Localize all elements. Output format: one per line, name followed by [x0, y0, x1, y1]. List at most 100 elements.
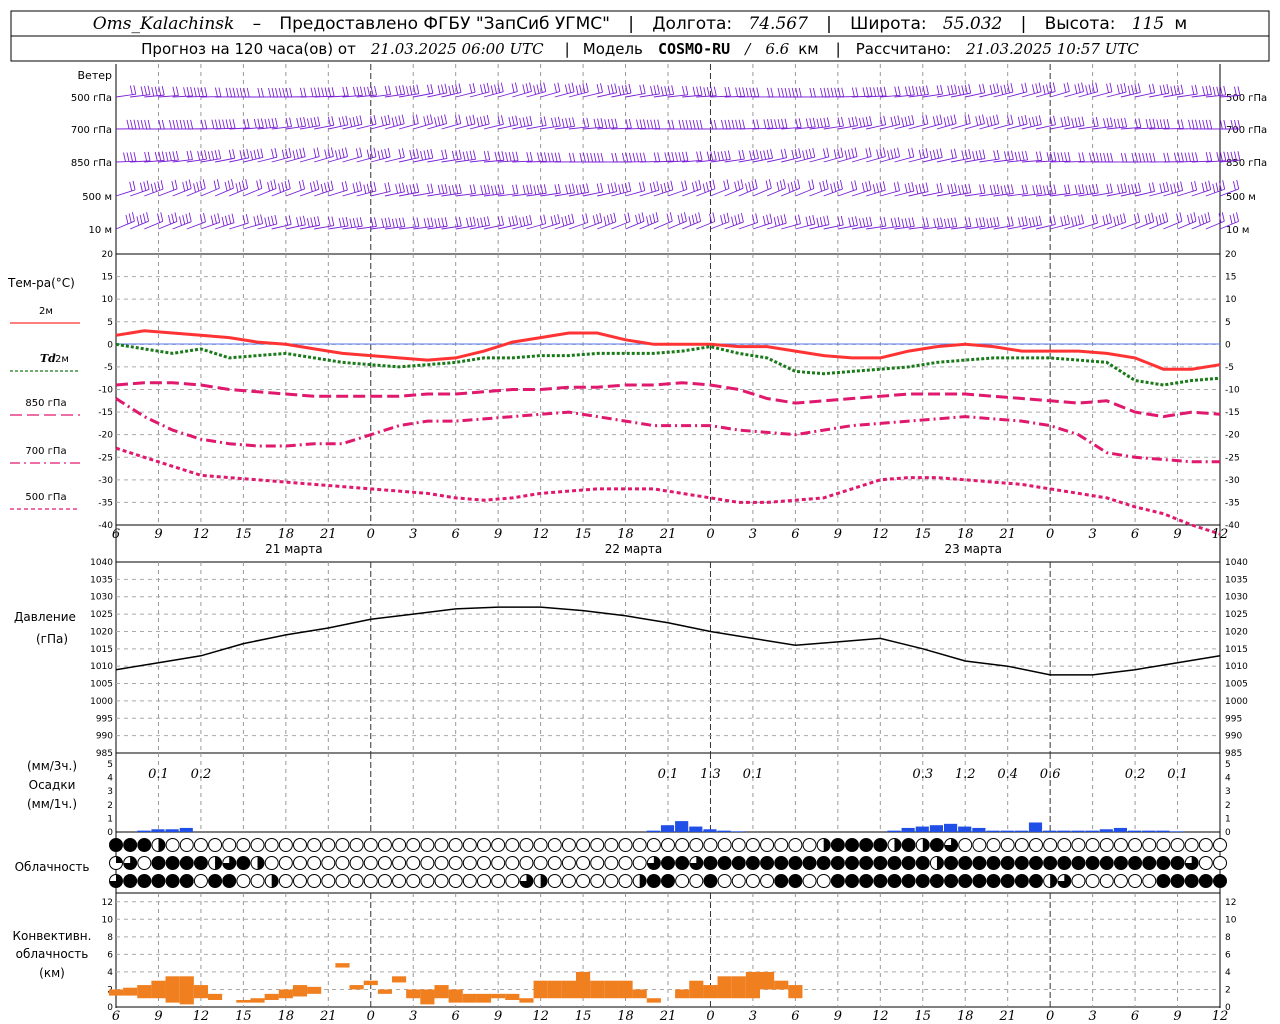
- wind-barb-feather: [388, 85, 392, 95]
- wind-barb-feather: [324, 87, 328, 97]
- wind-barb-feather: [458, 149, 462, 159]
- wind-barb-staff: [540, 125, 561, 130]
- cloud-circle: [434, 874, 449, 888]
- wind-barb-feather: [395, 116, 398, 126]
- wind-barb-feather: [175, 86, 179, 96]
- wind-barb-feather: [434, 218, 438, 228]
- wind-barb-feather: [384, 85, 388, 96]
- wind-barb-staff: [172, 95, 193, 98]
- cloud-fill-three-quarter: [123, 856, 137, 870]
- wind-barb-feather: [777, 216, 780, 226]
- wind-barb-feather: [678, 152, 682, 162]
- cloud-fill-overcast: [887, 874, 901, 888]
- wind-barb-feather: [1180, 84, 1184, 94]
- wind-barb-feather: [1007, 184, 1011, 194]
- wind-barb-feather: [1074, 185, 1078, 195]
- conv-bar: [505, 993, 520, 1000]
- wind-barb-feather: [554, 83, 557, 93]
- wind-barb-feather: [451, 185, 455, 195]
- wind-barb-feather: [868, 180, 872, 190]
- wind-barb-feather: [158, 86, 162, 96]
- wind-barb-feather: [423, 218, 427, 228]
- hour-label: 15: [235, 1009, 252, 1024]
- wind-barb-feather: [660, 86, 664, 96]
- wind-barb-staff: [526, 192, 547, 197]
- wind-barb-staff: [299, 125, 320, 130]
- pressure-unit: (гПа): [36, 632, 68, 646]
- wind-barb-feather: [989, 185, 993, 195]
- wind-barb-feather: [1021, 216, 1025, 226]
- precip-bar: [675, 821, 689, 832]
- wind-barb-feather: [897, 86, 901, 96]
- cloud-circle: [278, 838, 293, 852]
- wind-barb-feather: [454, 115, 458, 125]
- cloud-circle: [236, 838, 251, 852]
- hour-label: 18: [617, 1009, 634, 1024]
- wind-barb-staff: [625, 127, 646, 130]
- wind-barb-feather: [774, 119, 777, 129]
- wind-barb-feather: [200, 119, 204, 129]
- wind-barb-feather: [287, 179, 291, 189]
- wind-barb-feather: [321, 87, 325, 97]
- wind-barb-staff: [441, 158, 462, 163]
- wind-barb-feather: [1081, 152, 1085, 162]
- wind-barb-feather: [893, 182, 897, 192]
- wind-barb-feather: [551, 152, 555, 162]
- wind-barb-feather: [497, 116, 501, 126]
- wind-barb-feather: [204, 150, 208, 160]
- cloud-circle: [561, 838, 576, 852]
- cloud-fill-three-quarter: [1185, 856, 1199, 870]
- cloud-circle: [278, 856, 293, 870]
- pressure-tick-label: 1000: [90, 697, 113, 707]
- precip-tick-label: 4: [1225, 774, 1231, 784]
- wind-barb-feather: [1063, 116, 1067, 126]
- wind-barb-feather: [936, 115, 940, 125]
- wind-barb-feather: [1109, 183, 1113, 193]
- cloud-circle: [264, 856, 279, 870]
- cloud-fill-overcast: [166, 874, 180, 888]
- wind-barb-feather: [313, 216, 317, 227]
- wind-barb-feather: [455, 84, 459, 94]
- wind-barb-feather: [402, 85, 406, 95]
- cloud-fill-overcast: [873, 874, 887, 888]
- wind-barb-feather: [847, 149, 851, 159]
- precip-sum-label: 0.2: [191, 767, 212, 782]
- conv-bar: [363, 980, 378, 986]
- wind-barb-feather: [1227, 152, 1230, 162]
- temp-tick-label: -20: [1225, 431, 1240, 441]
- wind-barb-feather: [1092, 152, 1096, 162]
- cloud-circle: [618, 838, 633, 852]
- wind-barb-staff: [611, 127, 632, 130]
- wind-barb-feather: [975, 150, 979, 160]
- wind-barb-staff: [144, 94, 165, 98]
- pressure-tick-label: 1010: [1225, 662, 1248, 672]
- wind-barb-feather: [1074, 117, 1078, 127]
- cloud-circle: [321, 874, 336, 888]
- cloud-circle: [1029, 838, 1043, 852]
- wind-barb-feather: [943, 117, 947, 127]
- wind-barb-feather: [1095, 213, 1098, 224]
- wind-barb-feather: [911, 181, 915, 192]
- temp-tick-label: -15: [98, 408, 113, 418]
- wind-barb-feather: [1046, 185, 1050, 195]
- wind-barb-staff: [894, 94, 915, 98]
- wind-barb-feather: [188, 212, 192, 222]
- hour-label: 12: [532, 1009, 549, 1024]
- wind-barb-feather: [655, 212, 659, 222]
- wind-barb-staff: [370, 226, 391, 230]
- wind-barb-feather: [689, 119, 693, 130]
- wind-barb-feather: [306, 218, 310, 228]
- wind-barb-feather: [639, 152, 643, 162]
- wind-barb-feather: [185, 213, 189, 224]
- wind-barb-feather: [742, 87, 746, 97]
- wind-barb-feather: [515, 215, 519, 225]
- wind-barb-feather: [1142, 152, 1146, 163]
- wind-barb-feather: [1202, 86, 1206, 96]
- wind-barb-feather: [1060, 216, 1064, 226]
- wind-barb-feather: [519, 118, 523, 128]
- wind-barb-feather: [986, 218, 990, 228]
- wind-barb-feather: [586, 183, 590, 193]
- wind-barb-feather: [128, 213, 132, 223]
- cloud-fill-overcast: [222, 874, 236, 888]
